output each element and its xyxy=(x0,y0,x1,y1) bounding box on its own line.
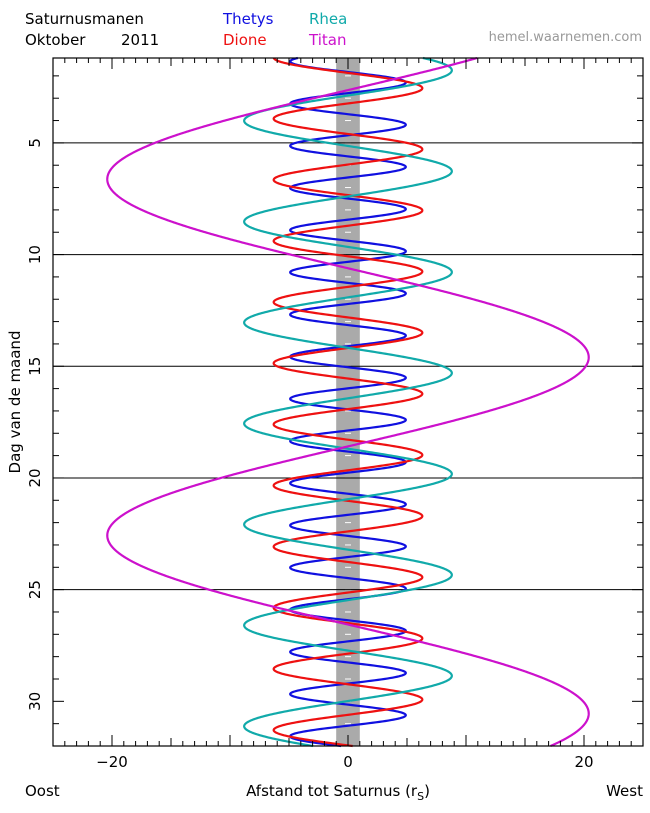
direction-east-label: Oost xyxy=(25,782,60,800)
y-tick-label: 25 xyxy=(26,580,44,599)
legend-label-thetys: Thetys xyxy=(223,10,274,28)
x-tick-label: 20 xyxy=(574,753,593,771)
chart-title: Saturnusmanen xyxy=(25,10,144,28)
series-line-titan xyxy=(106,56,590,748)
series-line-dione xyxy=(272,57,424,748)
y-tick-label: 20 xyxy=(26,468,44,487)
x-tick-label: −20 xyxy=(96,753,128,771)
chart-year: 2011 xyxy=(121,31,160,49)
x-axis-label-main: Afstand tot Saturnus (r xyxy=(246,782,418,800)
x-axis-label: Afstand tot Saturnus (rS) xyxy=(246,782,430,803)
y-tick-label: 15 xyxy=(26,357,44,376)
legend-label-titan: Titan xyxy=(309,31,347,49)
website-link[interactable]: hemel.waarnemen.com xyxy=(488,30,642,45)
y-tick-label: 30 xyxy=(26,692,44,711)
x-axis-label-close: ) xyxy=(424,782,430,800)
y-tick-label: 10 xyxy=(26,245,44,264)
x-axis-label-subscript: S xyxy=(417,790,424,803)
x-tick-label: 0 xyxy=(343,753,353,771)
legend-label-rhea: Rhea xyxy=(309,10,348,28)
y-tick-label: 5 xyxy=(26,138,44,148)
direction-west-label: West xyxy=(606,782,643,800)
saturn-band xyxy=(336,58,360,746)
y-axis-label: Dag van de maand xyxy=(6,331,24,474)
legend-label-dione: Dione xyxy=(223,31,267,49)
chart-month: Oktober xyxy=(25,31,86,49)
series-line-rhea xyxy=(243,56,453,748)
